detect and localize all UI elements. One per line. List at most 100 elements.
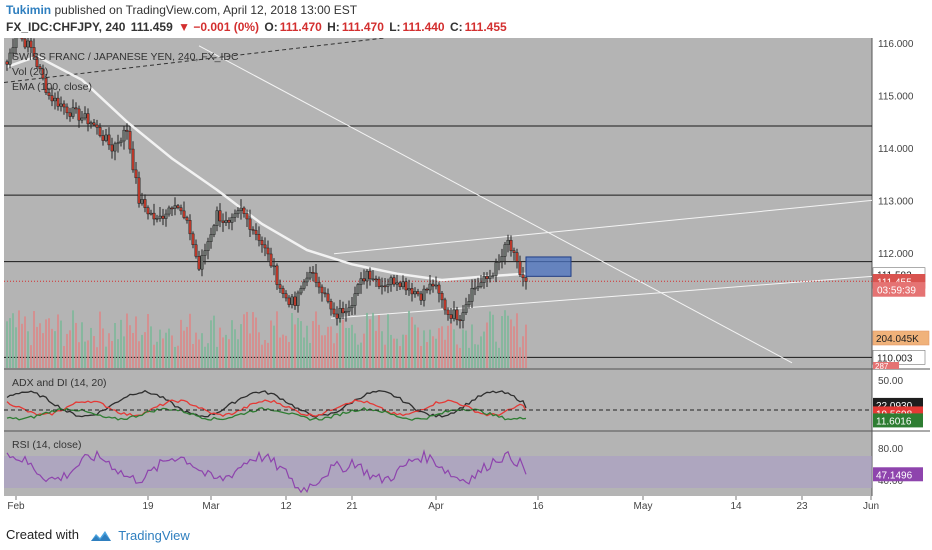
- candle-body: [380, 285, 384, 288]
- tradingview-brand[interactable]: TradingView: [118, 528, 190, 544]
- volume-bar: [309, 342, 311, 368]
- volume-bar: [447, 325, 449, 368]
- candle-body: [410, 288, 414, 295]
- candle-body: [464, 304, 468, 313]
- volume-bar: [45, 319, 47, 368]
- volume-bar: [210, 320, 212, 368]
- candle-body: [491, 275, 495, 277]
- candle-body: [425, 288, 429, 291]
- volume-bar: [354, 333, 356, 368]
- candle-body: [53, 97, 57, 102]
- price-tick-label: 113.000: [878, 196, 914, 207]
- volume-bar: [219, 327, 221, 368]
- candle-body: [275, 265, 279, 285]
- candle-body: [86, 113, 90, 125]
- candle-body: [191, 233, 195, 245]
- candle-body: [164, 213, 168, 219]
- volume-bar: [345, 327, 347, 368]
- rsi-tick-label: 80.00: [878, 444, 903, 455]
- candle-body: [350, 305, 354, 309]
- volume-bar: [321, 335, 323, 368]
- volume-bar: [66, 333, 68, 368]
- volume-bar: [276, 311, 278, 368]
- candle-body: [176, 205, 180, 208]
- volume-bar: [228, 339, 230, 368]
- volume-bar: [249, 333, 251, 368]
- candle-body: [437, 284, 441, 294]
- rsi-band: [4, 456, 872, 488]
- candle-body: [293, 296, 297, 306]
- time-tick-label: Mar: [202, 501, 220, 512]
- candle-body: [443, 299, 447, 311]
- volume-bar: [141, 334, 143, 368]
- volume-bar: [342, 319, 344, 368]
- volume-bar: [477, 344, 479, 368]
- candle-body: [227, 219, 231, 223]
- descending-trendline: [198, 45, 793, 364]
- time-tick-label: 19: [142, 501, 154, 512]
- lower-channel-line: [330, 275, 873, 319]
- upper-channel-line: [333, 199, 873, 255]
- candle-body: [374, 278, 378, 281]
- volume-bar: [177, 345, 179, 368]
- candle-body: [359, 278, 363, 285]
- adx-value-label: 22.0930: [876, 401, 913, 412]
- candle-body: [470, 288, 474, 302]
- volume-bar: [39, 323, 41, 368]
- rsi-value-tag: [873, 467, 923, 482]
- candle-body: [104, 134, 108, 141]
- rsi-title: RSI (14, close): [12, 439, 81, 451]
- volume-bar: [420, 346, 422, 368]
- candle-body: [320, 286, 324, 294]
- open-label: O:: [264, 20, 278, 34]
- volume-bar: [492, 314, 494, 368]
- candle-body: [344, 311, 348, 314]
- low-value: 111.440: [402, 20, 445, 34]
- candle-body: [11, 47, 15, 54]
- candle-body: [494, 262, 498, 276]
- candle-body: [314, 272, 318, 283]
- volume-bar: [390, 334, 392, 368]
- volume-bar: [150, 326, 152, 368]
- volume-bar: [30, 345, 32, 368]
- candle-body: [323, 292, 327, 295]
- volume-bar: [489, 311, 491, 368]
- volume-bar: [21, 323, 23, 368]
- volume-bar: [474, 344, 476, 368]
- volume-bar: [153, 344, 155, 368]
- candle-body: [152, 212, 156, 220]
- candle-body: [128, 131, 132, 150]
- candle-body: [215, 210, 219, 226]
- candle-body: [398, 282, 402, 288]
- volume-bar: [264, 340, 266, 368]
- candle-body: [74, 107, 78, 110]
- candle-body: [116, 142, 120, 145]
- volume-bar: [441, 326, 443, 368]
- chart-svg[interactable]: SWISS FRANC / JAPANESE YEN, 240, FX_IDC V…: [4, 38, 930, 514]
- volume-bar: [363, 333, 365, 368]
- price-tag: [872, 282, 926, 297]
- volume-bar: [516, 313, 518, 368]
- volume-bar: [351, 324, 353, 368]
- time-axis-background: [4, 496, 930, 514]
- candle-body: [287, 297, 291, 305]
- candle-body: [134, 169, 138, 179]
- author-link[interactable]: Tukimin: [6, 3, 52, 17]
- candle-body: [200, 255, 204, 270]
- volume-bar: [243, 314, 245, 368]
- time-tick-label: 12: [280, 501, 292, 512]
- volume-bar: [414, 324, 416, 368]
- ohlc-line: FX_IDC:CHFJPY, 240 111.459 ▼ −0.001 (0%)…: [6, 20, 509, 34]
- candle-body: [83, 113, 87, 119]
- candle-body: [170, 207, 174, 210]
- candle-body: [254, 230, 258, 235]
- price-tick-label: 114.000: [878, 144, 914, 155]
- candle-body: [167, 207, 171, 215]
- volume-bar: [381, 331, 383, 368]
- candle-body: [233, 213, 237, 218]
- volume-bar: [90, 327, 92, 368]
- volume-bar: [192, 344, 194, 368]
- created-with-text: Created with: [6, 527, 79, 542]
- volume-bar: [285, 335, 287, 368]
- chart-area[interactable]: SWISS FRANC / JAPANESE YEN, 240, FX_IDC V…: [4, 38, 930, 514]
